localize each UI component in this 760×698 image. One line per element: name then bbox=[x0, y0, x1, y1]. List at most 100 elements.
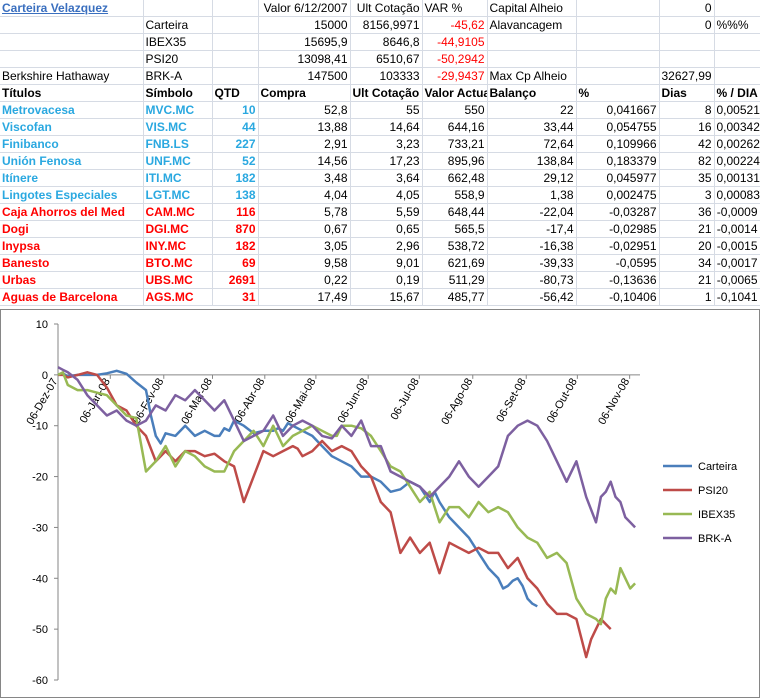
stock-buy-price[interactable]: 0,67 bbox=[258, 220, 351, 238]
stock-days[interactable]: 21 bbox=[659, 271, 715, 289]
summary-label[interactable]: Max Cp Alheio bbox=[487, 67, 577, 85]
stock-qtd[interactable]: 182 bbox=[212, 237, 259, 255]
stock-name[interactable]: Viscofan bbox=[0, 118, 144, 136]
summary-symbol[interactable]: Carteira bbox=[143, 16, 213, 34]
cell[interactable] bbox=[576, 16, 660, 34]
cell[interactable] bbox=[212, 50, 259, 68]
summary-var-pct[interactable]: -29,9437 bbox=[422, 67, 488, 85]
summary-last-value[interactable]: 103333 bbox=[350, 67, 423, 85]
stock-pct-per-day[interactable]: -0,0009 bbox=[714, 203, 760, 221]
summary-unit[interactable] bbox=[714, 33, 760, 51]
stock-balance[interactable]: -22,04 bbox=[487, 203, 577, 221]
stock-pct[interactable]: -0,02951 bbox=[576, 237, 660, 255]
stock-symbol[interactable]: BTO.MC bbox=[143, 254, 213, 272]
column-header[interactable]: Valor Actual bbox=[422, 84, 488, 102]
column-header[interactable]: Dias bbox=[659, 84, 715, 102]
stock-days[interactable]: 35 bbox=[659, 169, 715, 187]
stock-buy-price[interactable]: 13,88 bbox=[258, 118, 351, 136]
stock-name[interactable]: Itínere bbox=[0, 169, 144, 187]
stock-current-value[interactable]: 895,96 bbox=[422, 152, 488, 170]
var-label[interactable]: VAR % bbox=[422, 0, 488, 17]
stock-current-value[interactable]: 662,48 bbox=[422, 169, 488, 187]
summary-symbol[interactable]: BRK-A bbox=[143, 67, 213, 85]
summary-name[interactable] bbox=[0, 16, 144, 34]
stock-pct-per-day[interactable]: 0,00521 bbox=[714, 101, 760, 119]
stock-symbol[interactable]: VIS.MC bbox=[143, 118, 213, 136]
stock-pct-per-day[interactable]: -0,1041 bbox=[714, 288, 760, 306]
cell[interactable] bbox=[576, 33, 660, 51]
column-header[interactable]: Símbolo bbox=[143, 84, 213, 102]
stock-pct-per-day[interactable]: 0,00342 bbox=[714, 118, 760, 136]
column-header[interactable]: Balanço bbox=[487, 84, 577, 102]
stock-buy-price[interactable]: 0,22 bbox=[258, 271, 351, 289]
stock-last-quote[interactable]: 9,01 bbox=[350, 254, 423, 272]
summary-symbol[interactable]: IBEX35 bbox=[143, 33, 213, 51]
stock-current-value[interactable]: 733,21 bbox=[422, 135, 488, 153]
stock-buy-price[interactable]: 9,58 bbox=[258, 254, 351, 272]
stock-pct[interactable]: -0,13636 bbox=[576, 271, 660, 289]
stock-buy-price[interactable]: 5,78 bbox=[258, 203, 351, 221]
stock-qtd[interactable]: 116 bbox=[212, 203, 259, 221]
cell[interactable] bbox=[212, 0, 259, 17]
stock-qtd[interactable]: 138 bbox=[212, 186, 259, 204]
stock-last-quote[interactable]: 17,23 bbox=[350, 152, 423, 170]
stock-pct-per-day[interactable]: -0,0014 bbox=[714, 220, 760, 238]
stock-days[interactable]: 8 bbox=[659, 101, 715, 119]
stock-balance[interactable]: 72,64 bbox=[487, 135, 577, 153]
summary-name[interactable]: Berkshire Hathaway bbox=[0, 67, 144, 85]
stock-last-quote[interactable]: 3,23 bbox=[350, 135, 423, 153]
summary-var-pct[interactable]: -45,62 bbox=[422, 16, 488, 34]
summary-start-value[interactable]: 147500 bbox=[258, 67, 351, 85]
stock-qtd[interactable]: 31 bbox=[212, 288, 259, 306]
stock-qtd[interactable]: 69 bbox=[212, 254, 259, 272]
stock-pct[interactable]: 0,041667 bbox=[576, 101, 660, 119]
stock-pct-per-day[interactable]: 0,00083 bbox=[714, 186, 760, 204]
summary-start-value[interactable]: 15000 bbox=[258, 16, 351, 34]
cell[interactable] bbox=[576, 50, 660, 68]
stock-name[interactable]: Urbas bbox=[0, 271, 144, 289]
stock-pct[interactable]: 0,109966 bbox=[576, 135, 660, 153]
stock-buy-price[interactable]: 17,49 bbox=[258, 288, 351, 306]
stock-current-value[interactable]: 644,16 bbox=[422, 118, 488, 136]
stock-last-quote[interactable]: 55 bbox=[350, 101, 423, 119]
stock-symbol[interactable]: FNB.LS bbox=[143, 135, 213, 153]
summary-var-pct[interactable]: -50,2942 bbox=[422, 50, 488, 68]
summary-var-pct[interactable]: -44,9105 bbox=[422, 33, 488, 51]
stock-days[interactable]: 82 bbox=[659, 152, 715, 170]
stock-name[interactable]: Lingotes Especiales bbox=[0, 186, 144, 204]
stock-balance[interactable]: -17,4 bbox=[487, 220, 577, 238]
stock-current-value[interactable]: 621,69 bbox=[422, 254, 488, 272]
stock-pct[interactable]: -0,02985 bbox=[576, 220, 660, 238]
stock-name[interactable]: Inypsa bbox=[0, 237, 144, 255]
summary-unit[interactable] bbox=[714, 50, 760, 68]
stock-pct[interactable]: -0,10406 bbox=[576, 288, 660, 306]
portfolio-title[interactable]: Carteira Velazquez bbox=[0, 0, 144, 17]
stock-name[interactable]: Dogi bbox=[0, 220, 144, 238]
stock-symbol[interactable]: AGS.MC bbox=[143, 288, 213, 306]
stock-last-quote[interactable]: 0,19 bbox=[350, 271, 423, 289]
summary-label[interactable] bbox=[487, 33, 577, 51]
summary-symbol[interactable]: PSI20 bbox=[143, 50, 213, 68]
stock-qtd[interactable]: 44 bbox=[212, 118, 259, 136]
cell[interactable] bbox=[576, 67, 660, 85]
stock-qtd[interactable]: 10 bbox=[212, 101, 259, 119]
column-header[interactable]: Compra bbox=[258, 84, 351, 102]
stock-buy-price[interactable]: 2,91 bbox=[258, 135, 351, 153]
summary-start-value[interactable]: 13098,41 bbox=[258, 50, 351, 68]
stock-qtd[interactable]: 227 bbox=[212, 135, 259, 153]
stock-symbol[interactable]: DGI.MC bbox=[143, 220, 213, 238]
stock-balance[interactable]: 29,12 bbox=[487, 169, 577, 187]
stock-buy-price[interactable]: 3,05 bbox=[258, 237, 351, 255]
stock-balance[interactable]: 138,84 bbox=[487, 152, 577, 170]
stock-qtd[interactable]: 2691 bbox=[212, 271, 259, 289]
stock-symbol[interactable]: LGT.MC bbox=[143, 186, 213, 204]
summary-last-value[interactable]: 8646,8 bbox=[350, 33, 423, 51]
column-header[interactable]: % / DIA bbox=[714, 84, 760, 102]
stock-current-value[interactable]: 511,29 bbox=[422, 271, 488, 289]
stock-symbol[interactable]: CAM.MC bbox=[143, 203, 213, 221]
stock-balance[interactable]: 22 bbox=[487, 101, 577, 119]
column-header[interactable]: Ult Cotação bbox=[350, 84, 423, 102]
summary-value[interactable]: 32627,99 bbox=[659, 67, 715, 85]
stock-pct[interactable]: 0,002475 bbox=[576, 186, 660, 204]
stock-current-value[interactable]: 565,5 bbox=[422, 220, 488, 238]
